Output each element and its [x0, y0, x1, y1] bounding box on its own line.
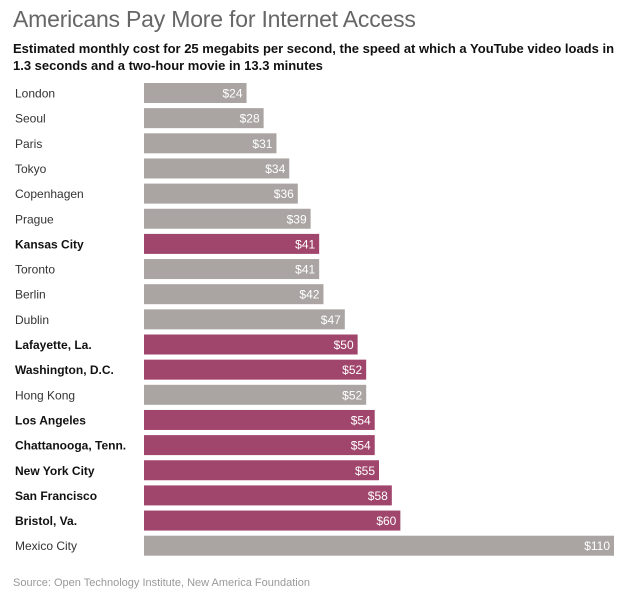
bar-washington-d-c — [144, 359, 367, 380]
value-label-hong-kong: $52 — [342, 388, 362, 402]
value-label-copenhagen: $36 — [274, 187, 294, 201]
value-label-washington-d-c: $52 — [342, 363, 362, 377]
bar-berlin — [144, 284, 324, 305]
bar-los-angeles — [144, 409, 375, 430]
bar-london — [144, 83, 247, 103]
value-label-bristol-va: $60 — [376, 514, 396, 528]
value-label-dublin: $47 — [321, 313, 341, 327]
category-label-san-francisco: San Francisco — [15, 489, 97, 503]
bar-mexico-city — [144, 535, 614, 556]
value-label-london: $24 — [223, 87, 243, 101]
category-label-copenhagen: Copenhagen — [15, 187, 84, 201]
bar-san-francisco — [144, 485, 392, 506]
value-label-paris: $31 — [252, 137, 272, 151]
bar-chattanooga-tenn — [144, 435, 375, 456]
value-label-chattanooga-tenn: $54 — [351, 439, 371, 453]
category-label-seoul: Seoul — [15, 112, 46, 126]
bar-bristol-va — [144, 510, 401, 531]
category-label-chattanooga-tenn: Chattanooga, Tenn. — [15, 439, 126, 453]
bar-seoul — [144, 108, 264, 129]
value-label-prague: $39 — [287, 212, 307, 226]
category-label-dublin: Dublin — [15, 313, 49, 327]
value-label-san-francisco: $58 — [368, 489, 388, 503]
value-label-toronto: $41 — [295, 263, 315, 277]
bar-chart: London $24 Seoul $28 Paris $31 Tokyo $34 Copenha… — [15, 83, 614, 556]
category-label-los-angeles: Los Angeles — [15, 413, 86, 427]
category-label-lafayette-la: Lafayette, La. — [15, 338, 92, 352]
category-label-mexico-city: Mexico City — [15, 539, 77, 553]
value-label-seoul: $28 — [240, 112, 260, 126]
source-note: Source: Open Technology Institute, New A… — [13, 577, 310, 589]
bar-copenhagen — [144, 183, 298, 204]
bar-prague — [144, 208, 311, 229]
chart-subtitle: Estimated monthly cost for 25 megabits p… — [13, 41, 615, 73]
category-label-hong-kong: Hong Kong — [15, 388, 75, 402]
category-label-kansas-city: Kansas City — [15, 237, 84, 251]
category-label-prague: Prague — [15, 212, 54, 226]
chart-title: Americans Pay More for Internet Access — [13, 6, 416, 32]
category-label-bristol-va: Bristol, Va. — [15, 514, 77, 528]
category-label-paris: Paris — [15, 137, 42, 151]
value-label-los-angeles: $54 — [351, 413, 371, 427]
bar-kansas-city — [144, 233, 320, 254]
bar-dublin — [144, 309, 345, 330]
category-label-new-york-city: New York City — [15, 464, 95, 478]
bar-hong-kong — [144, 384, 367, 405]
bar-new-york-city — [144, 460, 379, 481]
bar-lafayette-la — [144, 334, 358, 355]
category-label-london: London — [15, 87, 55, 101]
bar-paris — [144, 133, 277, 154]
category-label-washington-d-c: Washington, D.C. — [15, 363, 114, 377]
value-label-kansas-city: $41 — [295, 237, 315, 251]
category-label-tokyo: Tokyo — [15, 162, 47, 176]
value-label-lafayette-la: $50 — [334, 338, 354, 352]
bar-tokyo — [144, 158, 290, 179]
category-label-toronto: Toronto — [15, 263, 55, 277]
value-label-berlin: $42 — [299, 288, 319, 302]
value-label-mexico-city: $110 — [584, 539, 610, 553]
bar-toronto — [144, 259, 320, 280]
category-label-berlin: Berlin — [15, 288, 46, 302]
value-label-new-york-city: $55 — [355, 464, 375, 478]
value-label-tokyo: $34 — [265, 162, 285, 176]
bars-group: London $24 Seoul $28 Paris $31 Tokyo $34 Copenha… — [15, 83, 614, 556]
